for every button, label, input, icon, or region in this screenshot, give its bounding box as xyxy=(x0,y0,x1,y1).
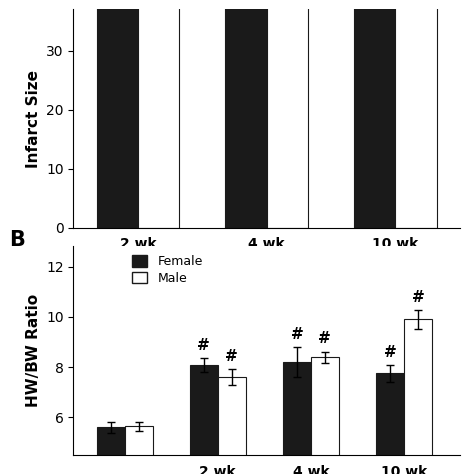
Bar xyxy=(376,374,404,474)
Text: #: # xyxy=(411,290,424,305)
Text: #: # xyxy=(197,337,210,353)
Bar xyxy=(97,0,138,228)
Bar xyxy=(226,0,266,228)
Bar xyxy=(138,0,179,228)
Bar xyxy=(395,0,437,228)
Bar xyxy=(266,0,308,228)
Y-axis label: HW/BW Ratio: HW/BW Ratio xyxy=(26,294,41,407)
Text: #: # xyxy=(291,328,303,343)
Legend: Female, Male: Female, Male xyxy=(130,253,205,287)
Bar xyxy=(404,319,432,474)
Bar xyxy=(218,377,246,474)
Bar xyxy=(125,426,153,474)
Text: B: B xyxy=(9,230,25,250)
Y-axis label: Infarct Size: Infarct Size xyxy=(26,70,41,167)
Bar xyxy=(97,428,125,474)
Bar xyxy=(354,0,395,228)
Bar xyxy=(311,357,339,474)
Bar xyxy=(190,365,218,474)
Text: #: # xyxy=(383,345,396,360)
Text: #: # xyxy=(319,331,331,346)
Bar xyxy=(283,362,311,474)
Text: #: # xyxy=(225,349,238,364)
